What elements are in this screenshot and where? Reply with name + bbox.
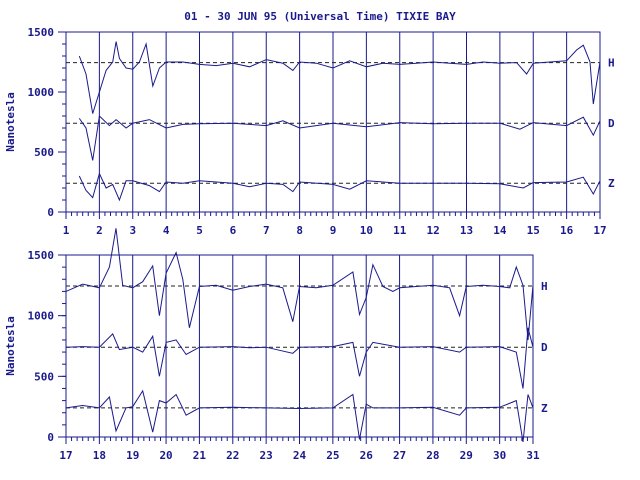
x-tick-label: 21 <box>193 449 207 462</box>
chart-title: 01 - 30 JUN 95 (Universal Time) TIXIE BA… <box>184 10 456 23</box>
y-tick-label: 1000 <box>28 310 55 323</box>
x-tick-label: 7 <box>263 224 270 237</box>
plot-frame <box>65 254 534 438</box>
x-tick-label: 15 <box>527 224 540 237</box>
x-tick-label: 5 <box>196 224 203 237</box>
x-tick-label: 30 <box>493 449 506 462</box>
x-tick-label: 27 <box>393 449 406 462</box>
panel-1: 1 2 3 4 5 6 7 8 9 10 11 12 13 14 15 16 17050010001500HDZ… <box>4 26 615 237</box>
x-tick-label: 10 <box>360 224 373 237</box>
x-tick-label: 29 <box>460 449 473 462</box>
x-tick-label: 8 <box>296 224 303 237</box>
series-line-z <box>65 389 534 442</box>
x-tick-label: 23 <box>260 449 273 462</box>
y-tick-label: 500 <box>34 370 54 383</box>
x-tick-label: 14 <box>493 224 507 237</box>
x-tick-label: 24 <box>293 449 307 462</box>
x-tick-label: 26 <box>360 449 374 462</box>
plot-frame <box>65 31 601 213</box>
series-line-h <box>78 41 601 114</box>
x-tick-label: 13 <box>460 224 473 237</box>
x-tick-label: 11 <box>393 224 407 237</box>
x-tick-label: 9 <box>330 224 337 237</box>
series-line-d <box>78 114 601 161</box>
series-label-h: H <box>608 57 615 70</box>
y-axis-label: Nanotesla <box>4 92 17 152</box>
series-line-z <box>78 172 601 202</box>
x-tick-label: 1 <box>63 224 70 237</box>
series-label-h: H <box>541 280 548 293</box>
x-tick-label: 4 <box>163 224 170 237</box>
series-label-d: D <box>608 117 615 130</box>
x-tick-label: 19 <box>126 449 139 462</box>
x-tick-label: 20 <box>159 449 172 462</box>
x-tick-label: 17 <box>593 224 606 237</box>
y-tick-label: 1500 <box>28 249 55 262</box>
x-tick-label: 17 <box>59 449 72 462</box>
chart-panels: 1 2 3 4 5 6 7 8 9 10 11 12 13 14 15 16 17050010001500HDZ… <box>4 26 615 462</box>
x-tick-label: 3 <box>129 224 136 237</box>
series-line-d <box>65 327 534 389</box>
series-label-z: Z <box>608 177 615 190</box>
x-tick-label: 25 <box>326 449 339 462</box>
series-label-d: D <box>541 341 548 354</box>
panel-2: 17 18 19 20 21 22 23 24 25 26 27 28 29 30 31 0 500 1000 15… <box>4 228 548 462</box>
x-tick-label: 31 <box>526 449 540 462</box>
x-tick-label: 16 <box>560 224 574 237</box>
x-tick-label: 6 <box>230 224 237 237</box>
x-tick-label: 12 <box>427 224 440 237</box>
y-tick-label: 500 <box>34 146 54 159</box>
series-line-h <box>65 228 534 340</box>
y-axis-label: Nanotesla <box>4 316 17 376</box>
y-tick-label: 0 <box>47 431 54 444</box>
x-tick-label: 18 <box>93 449 106 462</box>
series-label-z: Z <box>541 402 548 415</box>
x-tick-label: 28 <box>426 449 439 462</box>
y-tick-label: 1500 <box>28 26 55 39</box>
y-tick-label: 0 <box>47 206 54 219</box>
x-tick-label: 22 <box>226 449 239 462</box>
y-tick-label: 1000 <box>28 86 55 99</box>
x-tick-label: 2 <box>96 224 103 237</box>
